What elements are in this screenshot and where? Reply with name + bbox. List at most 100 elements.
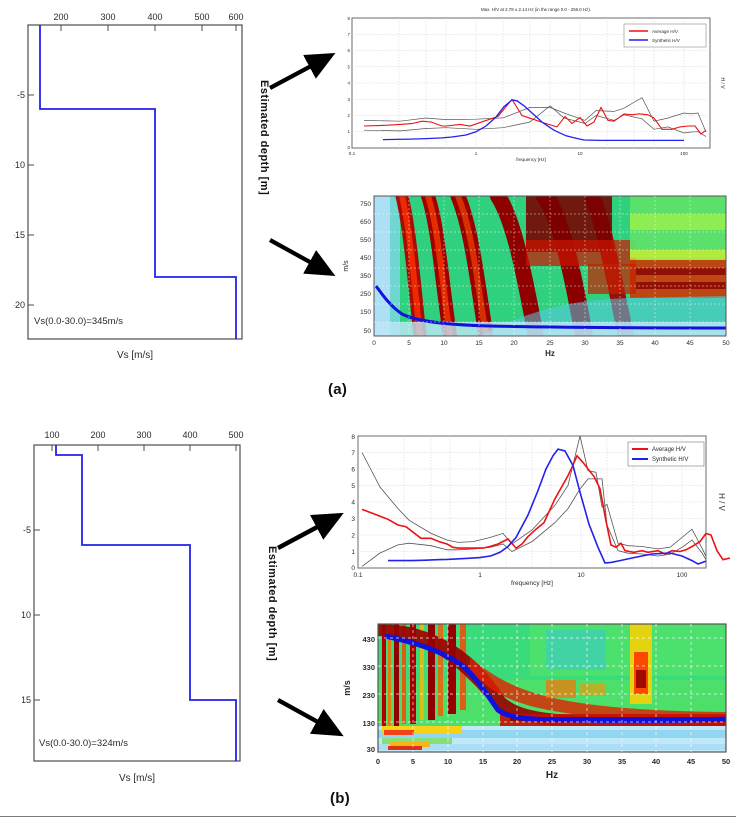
svg-text:750: 750: [360, 201, 371, 208]
svg-text:6: 6: [348, 48, 351, 53]
svg-text:250: 250: [360, 291, 371, 298]
vs-profile-chart-a: 200 300 400 500 600 -5 -10 -15 -20: [14, 12, 244, 361]
xaxis-label-a: Vs [m/s]: [117, 350, 153, 361]
svg-text:130: 130: [362, 719, 375, 728]
svg-text:100: 100: [680, 151, 688, 156]
svg-text:230: 230: [362, 691, 375, 700]
svg-text:1: 1: [348, 129, 351, 134]
svg-text:15: 15: [479, 757, 487, 766]
ytick-m15-a: -15: [14, 230, 25, 240]
svg-text:3: 3: [351, 516, 355, 523]
vs-profile-chart-b: 100 200 300 400 500 -5 -10 -15 Vs(0.0: [22, 430, 244, 784]
ytick-m5-a: -5: [17, 90, 25, 100]
vs-step-curve-a: [39, 25, 237, 339]
svg-text:7: 7: [348, 32, 351, 37]
svg-text:2: 2: [348, 113, 351, 118]
svg-text:1: 1: [351, 549, 355, 556]
svg-text:15: 15: [475, 340, 483, 347]
svg-text:20: 20: [513, 757, 521, 766]
svg-text:30: 30: [583, 757, 591, 766]
svg-text:35: 35: [618, 757, 626, 766]
hv-legend-b: Average H/V Synthetic H/V: [627, 441, 705, 467]
ytick-m20-a: -20: [14, 300, 25, 310]
svg-text:50: 50: [722, 757, 730, 766]
panel-a: 200 300 400 500 600 -5 -10 -15 -20: [14, 6, 254, 366]
xtick-500-b: 500: [228, 430, 243, 440]
svg-text:2: 2: [351, 533, 355, 540]
svg-text:25: 25: [546, 340, 554, 347]
svg-text:50: 50: [364, 328, 372, 335]
svg-text:0: 0: [372, 340, 376, 347]
svg-text:0: 0: [351, 565, 355, 572]
svg-text:10: 10: [444, 757, 452, 766]
svg-text:450: 450: [360, 255, 371, 262]
svg-text:4: 4: [348, 81, 351, 86]
hv-chart-a: Max. H/V at 2.78 ± 2.14 Hz (in the range…: [336, 2, 736, 170]
svg-text:40: 40: [651, 340, 659, 347]
xtick-100-b: 100: [44, 430, 59, 440]
svg-text:0: 0: [348, 145, 351, 150]
xaxis-label-b: Vs [m/s]: [119, 773, 155, 784]
svg-text:350: 350: [360, 273, 371, 280]
svg-text:1: 1: [475, 151, 478, 156]
svg-text:50: 50: [722, 340, 730, 347]
arrow-b-bottom: [276, 698, 344, 737]
hv-ylabel-a: H / V: [719, 77, 725, 89]
svg-text:30: 30: [367, 745, 375, 754]
arrow-a-top: [269, 53, 336, 90]
hv-legend-a: Average H/V Synthetic H/V: [623, 23, 707, 48]
svg-text:5: 5: [407, 340, 411, 347]
svg-text:100: 100: [677, 572, 688, 579]
plot-frame-b: [33, 444, 241, 762]
svg-text:4: 4: [351, 500, 355, 507]
subcaption-a: (a): [328, 381, 348, 398]
svg-text:20: 20: [510, 340, 518, 347]
svg-text:0.1: 0.1: [353, 572, 362, 579]
svg-text:0.1: 0.1: [349, 151, 356, 156]
xtick-400-a: 400: [147, 12, 162, 22]
svg-text:45: 45: [686, 340, 694, 347]
hv-yticks-b: 8 7 6 5 4 3 2 1 0: [351, 434, 355, 572]
dispersion-xlabel-a: Hz: [545, 349, 555, 358]
svg-text:1: 1: [478, 572, 482, 579]
svg-text:45: 45: [687, 757, 695, 766]
arrow-a-bottom: [268, 238, 336, 277]
xtick-500-a: 500: [194, 12, 209, 22]
vs30-annotation-b: Vs(0.0-30.0)=324m/s: [39, 738, 128, 749]
xtick-300-b: 300: [136, 430, 151, 440]
hv-xticks-b: 0.1 1 10 100: [353, 572, 687, 579]
svg-text:5: 5: [411, 757, 415, 766]
ytick-m15-b: -15: [22, 695, 31, 705]
plot-frame-a: [27, 24, 243, 340]
dispersion-ylabel-a: m/s: [343, 260, 350, 272]
hv-xlabel-a: frequency [Hz]: [516, 157, 546, 162]
subcaption-b: (b): [330, 790, 351, 807]
dispersion-xticks-a: 0 5 10 15 20 25 30 35 40 45 50: [372, 340, 730, 347]
svg-text:40: 40: [652, 757, 660, 766]
hv-ylabel-b: H / V: [717, 493, 726, 511]
svg-text:10: 10: [577, 151, 583, 156]
arrow-b-top: [276, 512, 344, 550]
dispersion-chart-a: 750 650 550 450 350 250 150 50 m/s: [330, 190, 736, 365]
ytick-m5-b: -5: [23, 525, 31, 535]
svg-text:8: 8: [348, 16, 351, 21]
dispersion-heatmap-b: [378, 624, 726, 752]
vs30-annotation-a: Vs(0.0-30.0)=345m/s: [34, 316, 123, 327]
ytick-m10-b: -10: [22, 610, 31, 620]
dispersion-curve-a: [374, 285, 726, 330]
xtick-400-b: 400: [182, 430, 197, 440]
legend-average-b: Average H/V: [652, 447, 686, 453]
svg-text:650: 650: [360, 219, 371, 226]
svg-text:5: 5: [348, 65, 351, 70]
legend-average-a: Average H/V: [652, 29, 679, 34]
estimated-depth-label-b: Estimated depth [m]: [266, 546, 278, 662]
dispersion-ylabel-b: m/s: [342, 680, 352, 696]
svg-text:430: 430: [362, 635, 375, 644]
svg-text:7: 7: [351, 450, 355, 457]
svg-text:30: 30: [581, 340, 589, 347]
dispersion-yticks-b: 430 330 230 130 30: [362, 635, 375, 754]
svg-text:10: 10: [577, 572, 585, 579]
dispersion-curve-b: [384, 633, 726, 724]
